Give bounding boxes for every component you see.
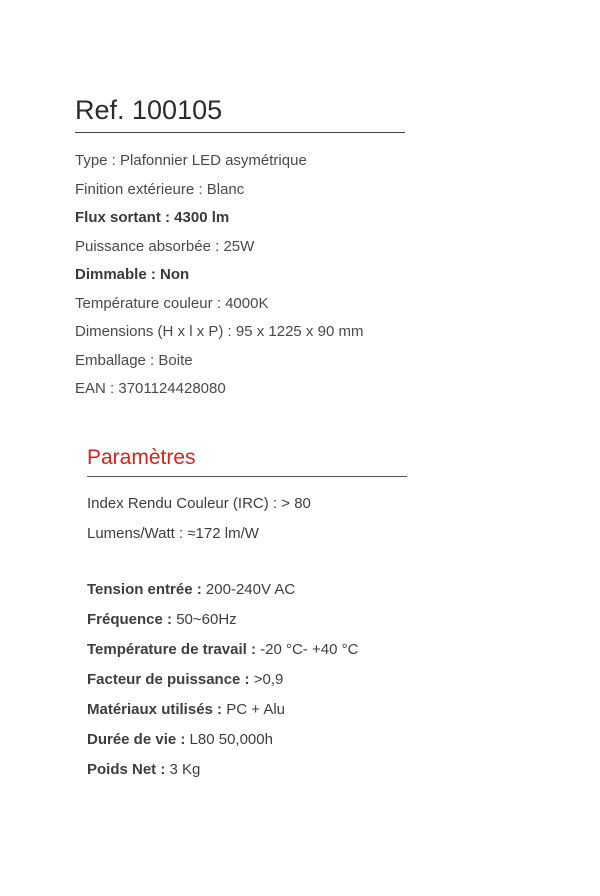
spec-label: Dimensions (H x l x P) : [75, 323, 236, 340]
spec-line: EAN : 3701124428080 [75, 375, 535, 404]
param-line: Index Rendu Couleur (IRC) : > 80 [87, 489, 535, 519]
param-label: Température de travail : [87, 641, 260, 658]
param-label: Matériaux utilisés : [87, 701, 226, 718]
spec-label: Type : [75, 152, 120, 169]
param-value: L80 50,000h [190, 731, 273, 748]
spec-value: Non [160, 266, 189, 283]
parameters-heading: Paramètres [87, 446, 407, 477]
param-label: Lumens/Watt : [87, 525, 187, 542]
spec-label: EAN : [75, 380, 118, 397]
param-line: Matériaux utilisés : PC + Alu [87, 695, 535, 725]
spec-label: Puissance absorbée : [75, 238, 223, 255]
param-line: Tension entrée : 200-240V AC [87, 575, 535, 605]
param-line: Facteur de puissance : >0,9 [87, 665, 535, 695]
param-line: Fréquence : 50~60Hz [87, 605, 535, 635]
param-value: PC + Alu [226, 701, 285, 718]
spec-line: Puissance absorbée : 25W [75, 233, 535, 262]
spec-value: Boite [158, 352, 192, 369]
spec-line: Dimensions (H x l x P) : 95 x 1225 x 90 … [75, 318, 535, 347]
param-line: Poids Net : 3 Kg [87, 755, 535, 785]
spec-label: Flux sortant : [75, 209, 174, 226]
spec-line: Dimmable : Non [75, 261, 535, 290]
param-value: 50~60Hz [176, 611, 236, 628]
param-value: 3 Kg [170, 761, 201, 778]
spec-value: 25W [223, 238, 254, 255]
spec-line: Finition extérieure : Blanc [75, 176, 535, 205]
spec-label: Finition extérieure : [75, 181, 207, 198]
param-value: -20 °C- +40 °C [260, 641, 358, 658]
param-label: Index Rendu Couleur (IRC) : [87, 495, 281, 512]
spec-value: 4300 lm [174, 209, 229, 226]
param-value: > 80 [281, 495, 311, 512]
spec-line: Température couleur : 4000K [75, 290, 535, 319]
param-label: Fréquence : [87, 611, 176, 628]
spec-value: Plafonnier LED asymétrique [120, 152, 307, 169]
spacer [87, 549, 535, 575]
param-line: Température de travail : -20 °C- +40 °C [87, 635, 535, 665]
spec-label: Dimmable : [75, 266, 160, 283]
param-label: Facteur de puissance : [87, 671, 254, 688]
parameters-group-top: Index Rendu Couleur (IRC) : > 80Lumens/W… [87, 489, 535, 549]
spec-line: Flux sortant : 4300 lm [75, 204, 535, 233]
spec-value: 3701124428080 [118, 380, 225, 397]
spec-value: 95 x 1225 x 90 mm [236, 323, 364, 340]
spec-value: 4000K [225, 295, 268, 312]
parameters-block: Index Rendu Couleur (IRC) : > 80Lumens/W… [87, 489, 535, 785]
param-value: ≈172 lm/W [187, 525, 259, 542]
param-label: Tension entrée : [87, 581, 206, 598]
param-label: Durée de vie : [87, 731, 190, 748]
param-line: Lumens/Watt : ≈172 lm/W [87, 519, 535, 549]
spec-line: Emballage : Boite [75, 347, 535, 376]
param-value: >0,9 [254, 671, 284, 688]
param-value: 200-240V AC [206, 581, 295, 598]
spec-value: Blanc [207, 181, 245, 198]
parameters-group-bottom: Tension entrée : 200-240V ACFréquence : … [87, 575, 535, 785]
datasheet-page: Ref. 100105 Type : Plafonnier LED asymét… [0, 0, 600, 825]
param-label: Poids Net : [87, 761, 170, 778]
reference-title: Ref. 100105 [75, 95, 405, 133]
param-line: Durée de vie : L80 50,000h [87, 725, 535, 755]
spec-label: Emballage : [75, 352, 158, 369]
spec-line: Type : Plafonnier LED asymétrique [75, 147, 535, 176]
spec-label: Température couleur : [75, 295, 225, 312]
specifications-block: Type : Plafonnier LED asymétriqueFinitio… [75, 147, 535, 404]
